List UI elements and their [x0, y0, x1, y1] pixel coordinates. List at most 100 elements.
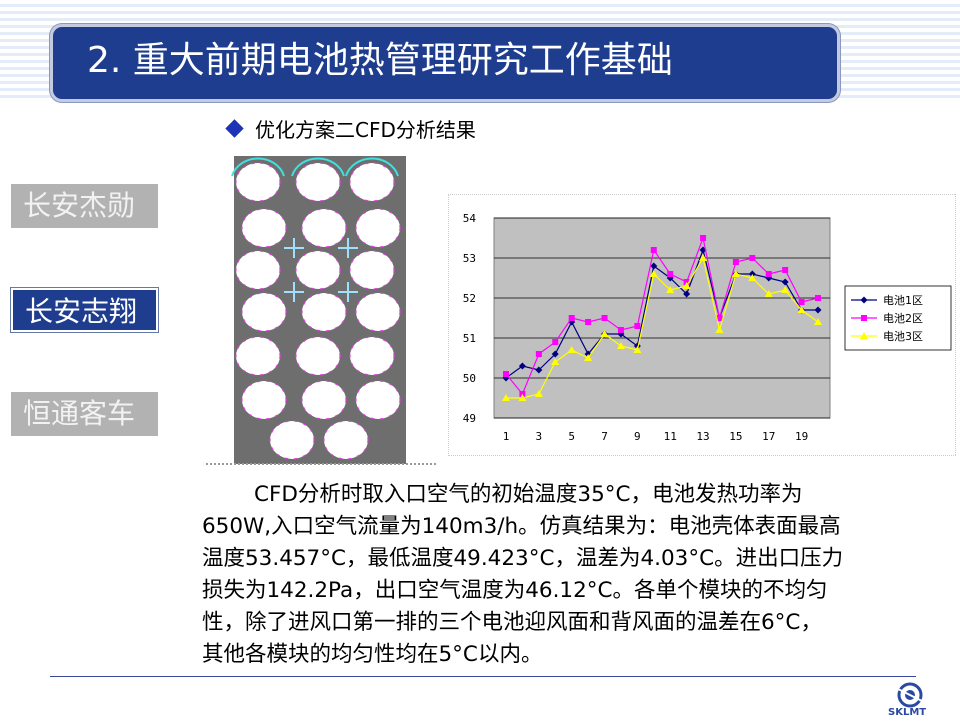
- series-2-point: [700, 235, 707, 241]
- series-1-point: [650, 262, 658, 270]
- sidebar-item-label: 长安杰勋: [23, 189, 136, 222]
- paragraph-line: 温度53.457°C，最低温度49.423°C，温差为4.03°C。进出口压力: [202, 546, 844, 571]
- series-3-point: [584, 354, 593, 361]
- cfd-cell-hole: [269, 420, 315, 460]
- x-tick-label: 7: [601, 430, 608, 443]
- paragraph-line: 损失为142.2Pa，出口空气温度为46.12°C。各单个模块的不均匀: [202, 578, 828, 603]
- sidebar-item-label: 恒通客车: [23, 397, 136, 430]
- series-3-point: [534, 390, 543, 397]
- series-1-point: [535, 366, 543, 374]
- series-3-point: [699, 254, 708, 261]
- series-3-point: [781, 286, 790, 293]
- series-3-point: [748, 274, 757, 281]
- y-tick-label: 50: [463, 372, 476, 385]
- cfd-cell-hole: [349, 250, 395, 290]
- series-2-point: [683, 279, 690, 285]
- logo-text: SKLMT: [888, 707, 927, 718]
- cfd-flow-arc: [291, 157, 345, 177]
- series-3-point: [797, 306, 806, 313]
- series-2-point: [732, 259, 739, 265]
- temperature-chart: 49 50 51 52 53 54 1 3 5 7 9 11 13 15 17 19 电池1区 电池2区 电池3区: [447, 193, 957, 457]
- series-3-point: [616, 342, 625, 349]
- series-3-point: [600, 330, 609, 337]
- series-2-point: [798, 299, 805, 305]
- series-2-point: [552, 339, 559, 345]
- y-tick-label: 49: [463, 412, 476, 425]
- series-2-point: [716, 315, 723, 321]
- legend-marker: [860, 332, 868, 339]
- series-3-point: [649, 270, 658, 277]
- series-line-3: [506, 256, 819, 399]
- series-3-point: [567, 346, 576, 353]
- cfd-cross-mark: [284, 282, 304, 302]
- cfd-cross-mark: [338, 238, 358, 258]
- x-tick-label: 15: [729, 430, 742, 443]
- series-2-point: [650, 247, 657, 253]
- paragraph-line: CFD分析时取入口空气的初始温度35°C，电池发热功率为: [254, 482, 803, 507]
- series-2-point: [634, 323, 641, 329]
- cfd-cell-hole: [301, 208, 347, 248]
- sidebar-item-label: 长安志翔: [25, 295, 138, 328]
- series-2-point: [617, 327, 624, 333]
- cfd-cell-hole: [295, 250, 341, 290]
- legend-marker: [861, 315, 867, 321]
- series-1-point: [814, 306, 822, 314]
- series-2-point: [765, 271, 772, 277]
- footer-divider: [50, 676, 916, 677]
- series-2-point: [519, 391, 526, 397]
- cfd-cell-hole: [301, 292, 347, 332]
- series-1-point: [518, 362, 526, 370]
- sidebar-item-hengtong-bus[interactable]: 恒通客车: [11, 392, 158, 436]
- x-tick-label: 11: [664, 430, 677, 443]
- subheading: 优化方案二CFD分析结果: [225, 114, 476, 143]
- title-bar: 2. 重大前期电池热管理研究工作基础: [50, 24, 840, 102]
- cfd-cell-hole: [301, 380, 347, 420]
- series-3-point: [518, 394, 527, 401]
- series-3-point: [764, 290, 773, 297]
- sklmt-logo: SKLMT: [880, 680, 940, 718]
- cfd-cell-hole: [355, 208, 401, 248]
- series-3-point: [731, 270, 740, 277]
- paragraph-line: 650W,入口空气流量为140m3/h。仿真结果为：电池壳体表面最高: [202, 514, 841, 539]
- cfd-cell-hole: [355, 380, 401, 420]
- x-tick-label: 9: [634, 430, 641, 443]
- series-1-point: [683, 290, 691, 298]
- legend-label: 电池1区: [883, 294, 923, 307]
- cfd-cell-hole: [323, 420, 369, 460]
- series-3-point: [551, 358, 560, 365]
- series-3-point: [633, 346, 642, 353]
- cfd-mesh-image: [206, 152, 436, 470]
- cfd-cell-hole: [349, 162, 395, 202]
- cfd-cross-mark: [284, 238, 304, 258]
- cfd-cell-hole: [349, 336, 395, 376]
- x-tick-label: 5: [568, 430, 575, 443]
- series-3-point: [715, 326, 724, 333]
- x-tick-label: 19: [795, 430, 808, 443]
- cfd-mesh-drawing: [206, 152, 436, 470]
- sidebar-item-changan-jiexun[interactable]: 长安杰勋: [11, 184, 158, 228]
- series-3-point: [502, 394, 510, 401]
- x-tick-label: 13: [696, 430, 709, 443]
- cfd-cell-hole: [241, 380, 287, 420]
- series-2-point: [535, 351, 542, 357]
- series-2-point: [585, 319, 592, 325]
- cfd-cell-hole: [235, 162, 281, 202]
- legend-marker: [860, 296, 868, 304]
- cfd-cell-hole: [295, 162, 341, 202]
- diamond-bullet-icon: [225, 119, 244, 138]
- x-tick-label: 17: [762, 430, 775, 443]
- cfd-cell-hole: [295, 336, 341, 376]
- sidebar-item-changan-zhixiang[interactable]: 长安志翔: [11, 288, 158, 332]
- series-1-point: [584, 350, 592, 358]
- chart-plot-area: [493, 217, 831, 419]
- y-tick-label: 53: [463, 252, 476, 265]
- paragraph-line: 性，除了进风口第一排的三个电池迎风面和背风面的温差在6°C，: [202, 610, 822, 635]
- cfd-cell-hole: [235, 250, 281, 290]
- x-tick-label: 1: [503, 430, 510, 443]
- series-2-point: [601, 315, 608, 321]
- cfd-flow-arc: [231, 157, 285, 177]
- series-2-point: [749, 255, 756, 261]
- cfd-cell-hole: [241, 208, 287, 248]
- cfd-cell-hole: [241, 292, 287, 332]
- sklmt-logo-icon: [897, 682, 923, 708]
